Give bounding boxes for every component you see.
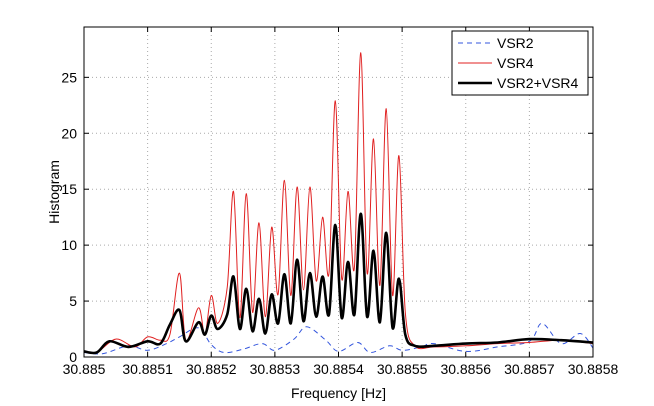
y-axis-label: Histogram [46, 160, 62, 224]
x-tick-label: 30.8858 [568, 361, 619, 377]
legend-label: VSR4 [497, 55, 534, 71]
y-tick-label: 0 [69, 349, 77, 365]
y-tick-label: 25 [61, 69, 77, 85]
x-tick-label: 30.8852 [186, 361, 237, 377]
legend-label: VSR2 [497, 35, 534, 51]
series-layer [83, 52, 594, 355]
x-tick-label: 30.8853 [250, 361, 301, 377]
y-tick-label: 20 [61, 125, 77, 141]
legend: VSR2 VSR4 VSR2+VSR4 [451, 30, 589, 96]
x-axis-label: Frequency [Hz] [291, 385, 386, 401]
x-tick-label: 30.8851 [122, 361, 173, 377]
x-tick-label: 30.885 [63, 361, 106, 377]
series-line-vsr2-vsr4 [83, 212, 594, 355]
y-tick-label: 10 [61, 237, 77, 253]
axis-ticks: 30.885 30.8851 30.8852 30.8853 30.8854 30.885… [61, 27, 619, 377]
x-tick-label: 30.8855 [377, 361, 428, 377]
y-tick-label: 5 [69, 293, 77, 309]
legend-label: VSR2+VSR4 [497, 75, 579, 91]
y-tick-label: 15 [61, 181, 77, 197]
x-tick-label: 30.8857 [504, 361, 555, 377]
x-tick-label: 30.8856 [440, 361, 491, 377]
x-tick-label: 30.8854 [313, 361, 364, 377]
